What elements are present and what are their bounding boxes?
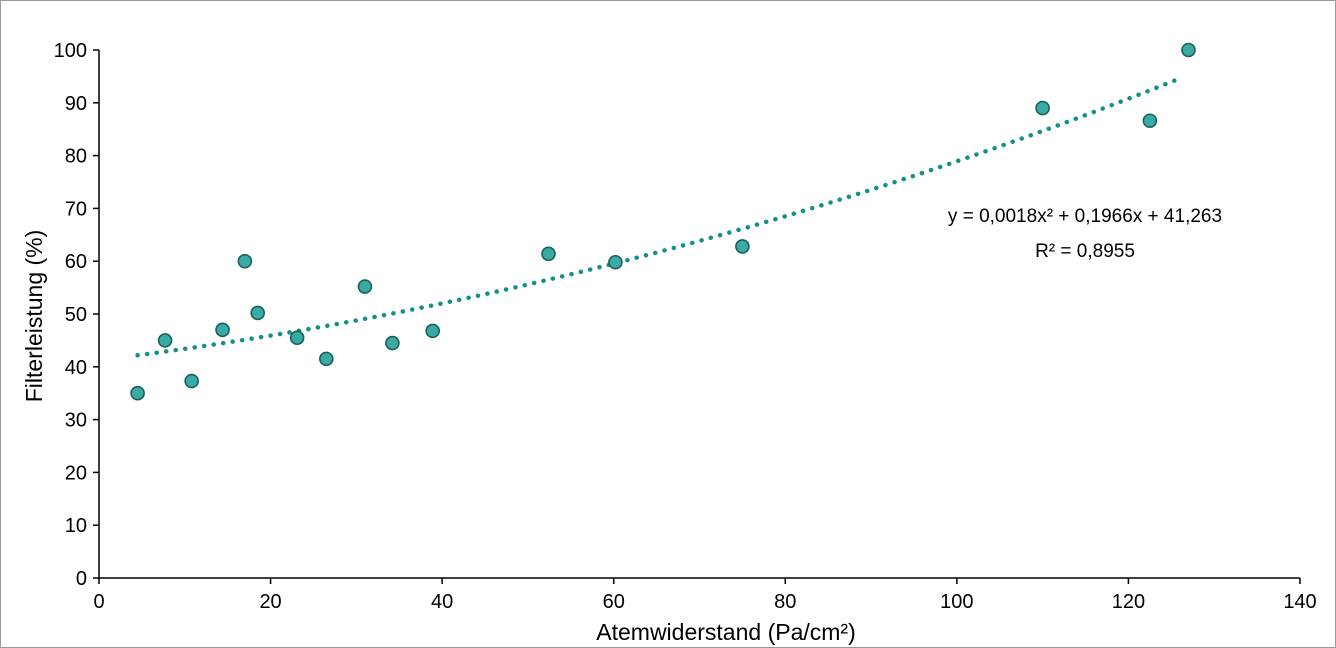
data-point — [541, 246, 556, 262]
trendline-equation: y = 0,0018x² + 0,1966x + 41,263 — [948, 206, 1222, 227]
y-tick-label: 40 — [65, 357, 87, 379]
data-point — [1181, 42, 1196, 58]
data-points — [130, 42, 1196, 401]
y-tick-label: 10 — [65, 515, 87, 537]
x-tick-label: 100 — [940, 591, 973, 613]
data-point — [357, 279, 373, 294]
x-tick-label: 0 — [93, 591, 104, 613]
y-tick-label: 30 — [65, 410, 87, 432]
data-point — [425, 323, 441, 339]
y-tick-label: 20 — [65, 462, 87, 484]
y-tick-label: 80 — [65, 146, 87, 168]
x-tick-label: 140 — [1283, 591, 1316, 613]
y-tick-label: 60 — [65, 251, 87, 273]
data-point — [385, 335, 400, 351]
y-tick-label: 70 — [65, 198, 87, 220]
y-axis-title: Filterleistung (%) — [21, 230, 47, 403]
data-point — [130, 385, 145, 401]
data-point — [289, 330, 305, 346]
data-point — [319, 351, 334, 367]
data-point — [184, 373, 199, 389]
x-tick-labels: 0 20 40 60 80 100 120 140 — [93, 591, 1316, 613]
x-tick-label: 20 — [259, 591, 281, 613]
y-tick-label: 50 — [65, 304, 87, 326]
data-point — [250, 305, 266, 321]
trendline-r-squared: R² = 0,8955 — [1035, 241, 1135, 262]
data-point — [237, 253, 253, 269]
data-point — [1142, 113, 1158, 129]
data-point — [157, 333, 173, 348]
data-point — [1035, 100, 1050, 116]
y-tick-labels: 0 10 20 30 40 50 60 70 80 90 100 — [54, 40, 87, 590]
x-axis-title: Atemwiderstand (Pa/cm²) — [596, 619, 855, 645]
data-point — [215, 322, 230, 338]
x-tick-label: 60 — [603, 591, 625, 613]
y-tick-label: 90 — [65, 93, 87, 115]
x-tick-label: 80 — [774, 591, 796, 613]
y-tick-label: 100 — [54, 40, 87, 62]
axes — [93, 49, 1301, 584]
y-tick-label: 0 — [76, 568, 87, 590]
x-tick-label: 120 — [1112, 591, 1145, 613]
data-point — [608, 254, 623, 270]
data-point — [735, 239, 750, 254]
x-tick-label: 40 — [431, 591, 453, 613]
